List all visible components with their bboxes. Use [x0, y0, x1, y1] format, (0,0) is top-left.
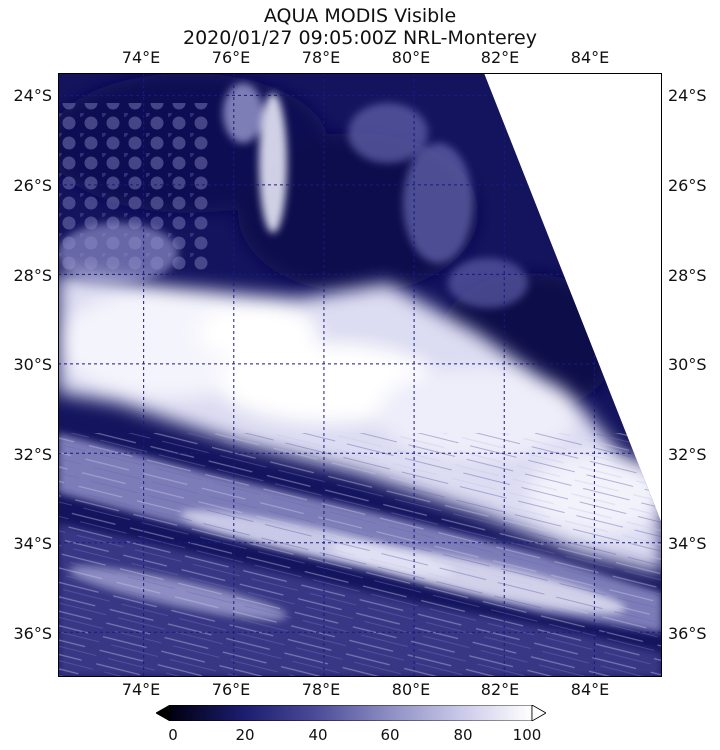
- title-line-2: 2020/01/27 09:05:00Z NRL-Monterey: [183, 27, 537, 49]
- lat-label-right: 24°S: [668, 86, 707, 105]
- lon-label-bottom: 82°E: [480, 680, 520, 699]
- lat-label-left: 26°S: [13, 176, 52, 195]
- colorbar-extend-max: [531, 705, 546, 721]
- colorbar: [156, 705, 546, 721]
- colorbar-tick-label: 40: [308, 726, 328, 744]
- lat-label-right: 36°S: [668, 624, 707, 643]
- lat-label-right: 32°S: [668, 445, 707, 464]
- map-canvas: [58, 73, 662, 677]
- colorbar-body: [169, 705, 533, 721]
- title-line-1: AQUA MODIS Visible: [263, 5, 457, 27]
- graticule: [58, 73, 662, 677]
- colorbar-tick-label: 80: [453, 726, 473, 744]
- lon-label-top: 84°E: [570, 48, 610, 67]
- map-frame: [58, 73, 662, 677]
- lon-label-bottom: 78°E: [301, 680, 341, 699]
- lon-label-bottom: 80°E: [391, 680, 431, 699]
- lon-label-top: 82°E: [480, 48, 520, 67]
- lat-label-left: 28°S: [13, 266, 52, 285]
- lon-label-bottom: 84°E: [570, 680, 610, 699]
- lat-label-left: 32°S: [13, 445, 52, 464]
- lat-label-left: 36°S: [13, 624, 52, 643]
- lat-label-left: 24°S: [13, 86, 52, 105]
- lat-label-right: 34°S: [668, 534, 707, 553]
- satellite-imagery-map: [58, 73, 662, 677]
- lon-label-top: 76°E: [211, 48, 251, 67]
- lat-label-right: 28°S: [668, 266, 707, 285]
- colorbar-tick-label: 20: [235, 726, 255, 744]
- colorbar-tick-label: 60: [380, 726, 400, 744]
- lat-label-right: 26°S: [668, 176, 707, 195]
- northern-cloud-streaks: [58, 83, 528, 308]
- lat-label-left: 30°S: [13, 355, 52, 374]
- lat-label-left: 34°S: [13, 534, 52, 553]
- colorbar-tick-label: 100: [512, 726, 542, 744]
- colorbar-tick-label: 0: [168, 726, 178, 744]
- lon-label-bottom: 76°E: [211, 680, 251, 699]
- lat-label-right: 30°S: [668, 355, 707, 374]
- lon-label-top: 78°E: [301, 48, 341, 67]
- lon-label-top: 80°E: [391, 48, 431, 67]
- colorbar-extend-min: [156, 705, 171, 721]
- lon-label-bottom: 74°E: [121, 680, 161, 699]
- lon-label-top: 74°E: [121, 48, 161, 67]
